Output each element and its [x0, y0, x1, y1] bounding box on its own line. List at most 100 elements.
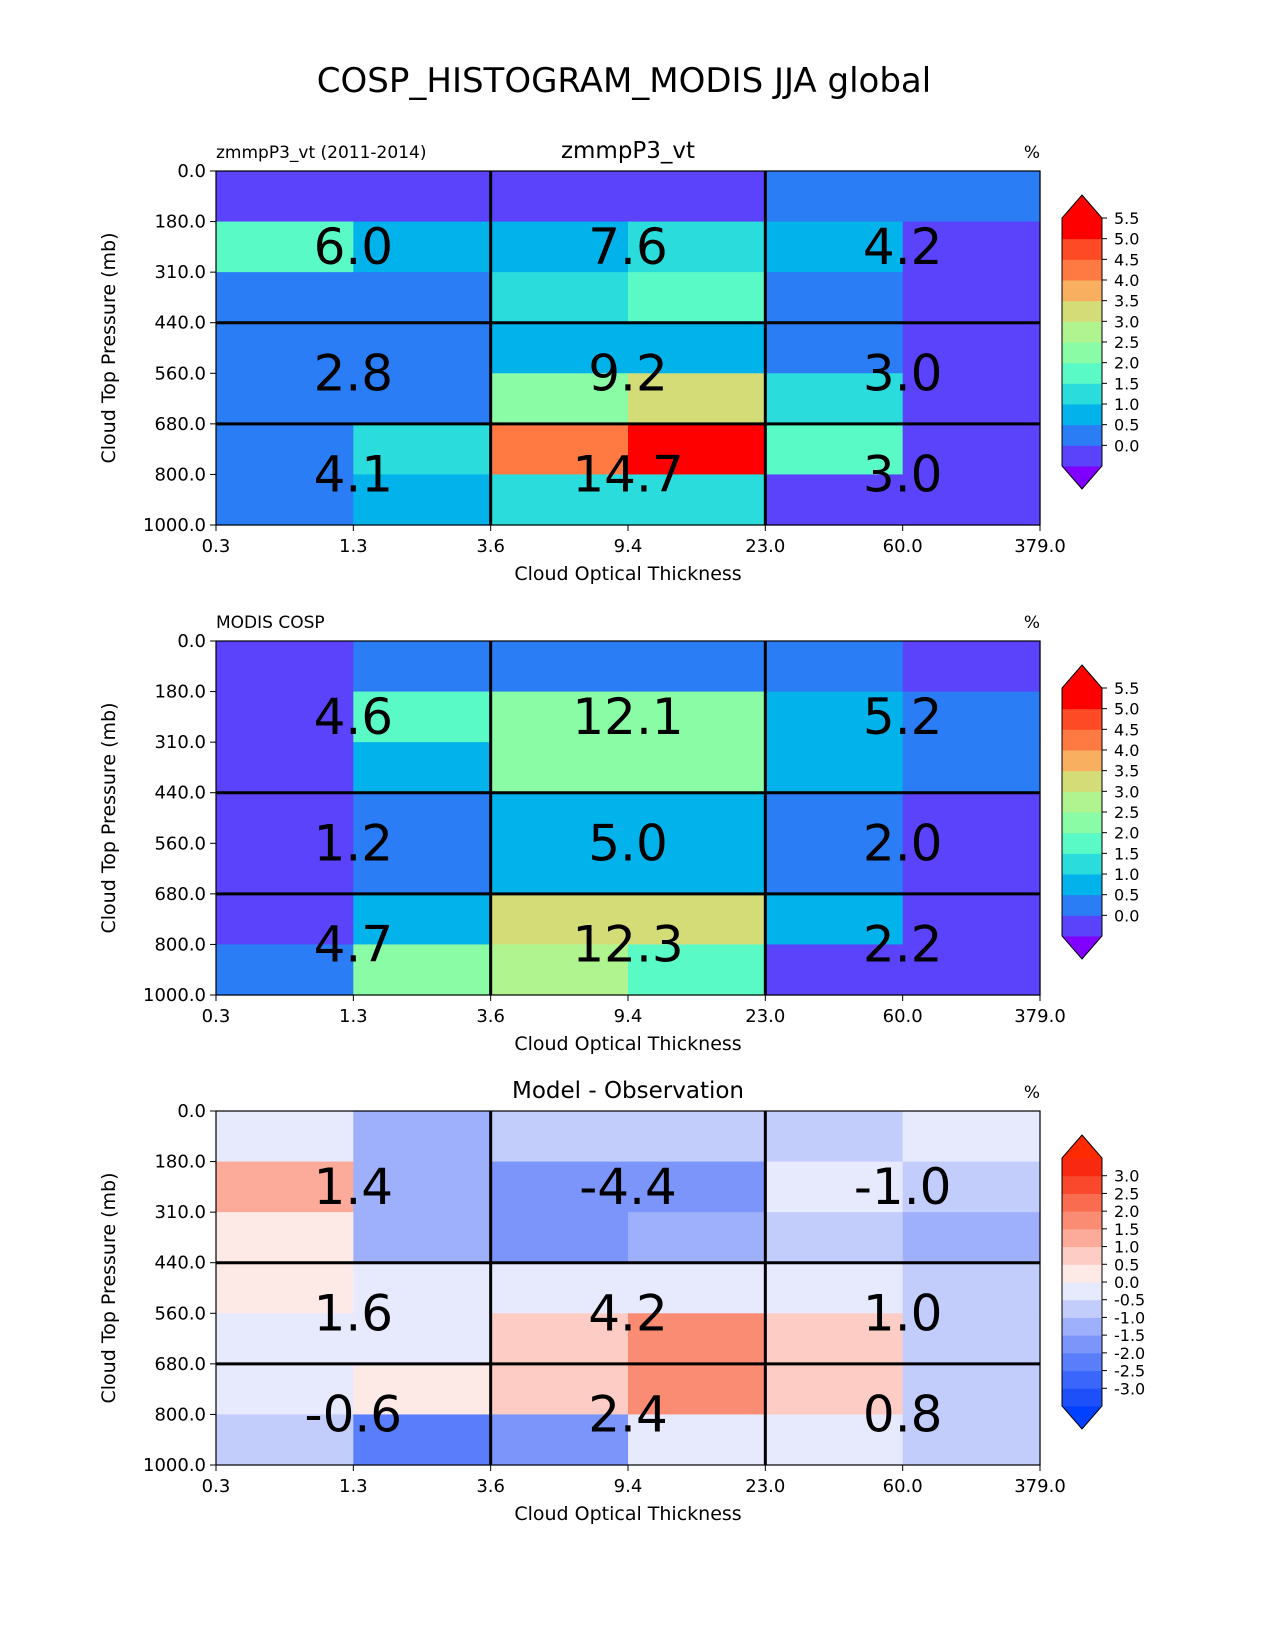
colorbar-segment — [1062, 218, 1102, 240]
y-axis-label: Cloud Top Pressure (mb) — [98, 233, 120, 464]
colorbar-tick-label: 2.5 — [1114, 1184, 1139, 1203]
x-tick-label: 23.0 — [745, 536, 785, 557]
panel-unit: % — [1024, 613, 1040, 633]
heatmap-cell — [628, 1363, 766, 1416]
colorbar-tick-label: 2.5 — [1114, 333, 1139, 352]
colorbar-segment — [1062, 1335, 1102, 1354]
heatmap-cell — [216, 1161, 354, 1213]
heatmap-cell — [353, 1212, 492, 1264]
colorbar-segment — [1062, 708, 1102, 730]
heatmap-cell — [902, 944, 1041, 996]
group-value-labels: 4.6 12.1 5.2 1.2 5.0 2.0 4.7 12.3 2.2 — [314, 688, 943, 974]
heatmap-cell — [765, 171, 904, 223]
colorbar-tick-label: 5.0 — [1114, 230, 1139, 249]
heatmap-cell — [765, 1262, 904, 1314]
heatmap-cell — [353, 373, 492, 425]
colorbar-segment — [1062, 445, 1102, 467]
heatmap-cell — [765, 792, 904, 844]
colorbar-segment — [1062, 915, 1102, 937]
colorbar-tick-label: 5.0 — [1114, 700, 1139, 719]
heatmap-cell — [353, 171, 492, 223]
colorbar-tick-label: -1.0 — [1114, 1308, 1145, 1327]
heatmap-cell — [628, 742, 766, 794]
colorbar-segment — [1062, 1299, 1102, 1318]
colorbar-tick-label: 2.0 — [1114, 354, 1139, 373]
colorbar-tick-label: 4.5 — [1114, 720, 1139, 739]
y-axis: 0.0 180.0 310.0 440.0 560.0 680.0 800.0 1000.0 — [143, 631, 216, 1006]
heatmap-cell — [628, 272, 766, 324]
heatmap-cell — [353, 1313, 492, 1365]
heatmap-cell — [628, 1212, 766, 1264]
x-axis: 0.3 1.3 3.6 9.4 23.0 60.0 379.0 — [202, 1465, 1066, 1497]
figure-title: COSP_HISTOGRAM_MODIS JJA global — [317, 61, 931, 101]
heatmap-cell — [628, 474, 766, 526]
x-axis-label: Cloud Optical Thickness — [514, 1503, 741, 1525]
heatmap-cell — [490, 423, 629, 476]
colorbar-segment — [1062, 1211, 1102, 1230]
heatmap-cell — [490, 691, 629, 743]
x-tick-label: 9.4 — [614, 1006, 643, 1027]
colorbar-extend-max — [1062, 195, 1102, 218]
y-tick-label: 680.0 — [154, 884, 206, 905]
colorbar-tick-label: 3.0 — [1114, 312, 1139, 331]
colorbar-segment — [1062, 404, 1102, 426]
colorbar-tick-label: 1.5 — [1114, 844, 1139, 863]
group-dividers — [216, 171, 1040, 525]
group-value-label: 2.0 — [863, 814, 943, 872]
heatmap-cell — [216, 1363, 354, 1416]
group-value-label: 6.0 — [314, 218, 394, 276]
y-tick-label: 180.0 — [154, 682, 206, 703]
colorbar-segment — [1062, 812, 1102, 834]
colorbar-segment — [1062, 1317, 1102, 1336]
heatmap-cell — [490, 742, 629, 794]
y-tick-label: 1000.0 — [143, 985, 206, 1006]
x-axis-label: Cloud Optical Thickness — [514, 563, 741, 585]
y-tick-label: 180.0 — [154, 212, 206, 233]
heatmap-cell — [765, 641, 904, 693]
heatmap-cell — [902, 792, 1041, 844]
group-value-label: 7.6 — [588, 218, 668, 276]
heatmap-cell — [490, 171, 629, 223]
colorbar-segment — [1062, 1264, 1102, 1283]
x-tick-label: 9.4 — [614, 536, 643, 557]
heatmap-cell — [902, 1212, 1041, 1264]
heatmap-cell — [216, 322, 354, 374]
heatmap-cell — [765, 843, 904, 895]
panel-left-label: zmmpP3_vt (2011-2014) — [216, 143, 426, 163]
heatmap-cell — [216, 1313, 354, 1365]
colorbar-extend-min — [1062, 936, 1102, 959]
heatmap-cell — [628, 1313, 766, 1365]
colorbar-tick-label: 5.5 — [1114, 209, 1139, 228]
colorbar-segment — [1062, 1370, 1102, 1389]
heatmap-cell — [628, 373, 766, 425]
panel-unit: % — [1024, 143, 1040, 163]
heatmap-cell — [765, 423, 904, 476]
colorbar-tick-label: 0.0 — [1114, 1273, 1139, 1292]
heatmap-cell — [902, 1363, 1041, 1416]
heatmap-cell — [353, 792, 492, 844]
group-value-label: -4.4 — [579, 1158, 677, 1216]
y-tick-label: 800.0 — [154, 1404, 206, 1425]
heatmap-cell — [490, 272, 629, 324]
colorbar-segment — [1062, 300, 1102, 322]
group-value-label: 2.2 — [863, 915, 943, 973]
x-tick-label: 23.0 — [745, 1476, 785, 1497]
colorbar-tick-label: 1.0 — [1114, 865, 1139, 884]
heatmap-cell — [902, 1262, 1041, 1314]
group-value-label: 4.7 — [314, 915, 394, 973]
group-value-label: -0.6 — [305, 1385, 403, 1443]
y-axis-label: Cloud Top Pressure (mb) — [98, 703, 120, 934]
colorbar-tick-label: -2.5 — [1114, 1362, 1145, 1381]
colorbar-tick-label: 1.5 — [1114, 374, 1139, 393]
heatmap-cell — [490, 843, 629, 895]
colorbar-extend-min — [1062, 1406, 1102, 1429]
colorbar-tick-label: 0.0 — [1114, 906, 1139, 925]
heatmap-cell — [902, 1111, 1041, 1163]
colorbar-segment — [1062, 342, 1102, 364]
group-value-label: 14.7 — [572, 445, 683, 503]
x-tick-label: 0.3 — [202, 536, 231, 557]
heatmap-cell — [902, 423, 1041, 476]
group-value-label: 9.2 — [588, 344, 668, 402]
group-value-label: 2.4 — [588, 1385, 668, 1443]
x-axis: 0.3 1.3 3.6 9.4 23.0 60.0 379.0 — [202, 525, 1066, 557]
